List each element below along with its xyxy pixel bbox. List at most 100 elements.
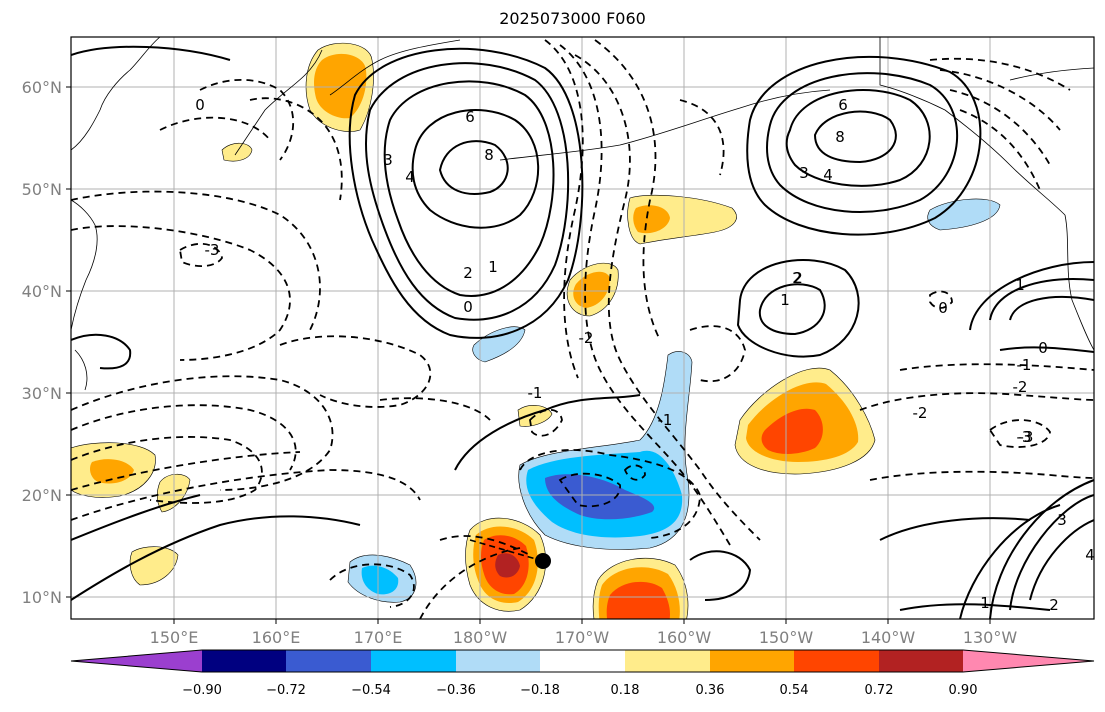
contour-line (329, 563, 415, 608)
colorbar-segment (540, 650, 625, 672)
contour-line (879, 517, 1031, 541)
contour-line (758, 283, 826, 336)
coastline-kamchatka (234, 49, 323, 156)
colorbar-tick-label: −0.36 (436, 683, 476, 698)
contour-line (71, 494, 201, 541)
colorbar-tick-label: 0.18 (611, 683, 640, 698)
contour-label: 0 (938, 299, 948, 317)
contour-line (438, 140, 509, 195)
coastline-alaska (879, 37, 1066, 216)
lon-label: 140°W (861, 628, 916, 647)
shade-negative (361, 565, 399, 595)
contour-line (766, 72, 959, 213)
colorbar-segment (371, 650, 456, 672)
contour-line (71, 404, 297, 471)
contour-line (544, 39, 584, 379)
contour-line (623, 464, 646, 481)
colorbar-segment (456, 650, 540, 672)
lat-label: 20°N (22, 486, 62, 505)
lat-label: 30°N (22, 384, 62, 403)
lon-label: 130°W (963, 628, 1018, 647)
colorbar-tick-label: −0.90 (182, 683, 222, 698)
contour-line (899, 363, 1094, 371)
lat-label: 10°N (22, 588, 62, 607)
colorbar-segment (625, 650, 710, 672)
contour-label: 1 (488, 258, 498, 276)
shade-positive (761, 408, 823, 454)
colorbar-tick-label: 0.90 (949, 683, 978, 698)
contour-line (365, 62, 570, 321)
coastline-na (1064, 214, 1094, 351)
contour-line (939, 69, 1061, 131)
axis-ticks (66, 86, 991, 624)
contour-line (899, 603, 1051, 611)
contour-line (159, 116, 271, 141)
contour-line (419, 547, 521, 619)
contour-label: -3 (1017, 428, 1032, 446)
contour-label: -3 (1019, 428, 1034, 446)
shade-positive (495, 553, 520, 578)
contour-label: 8 (484, 146, 494, 164)
coastline-asia (71, 199, 98, 331)
contour-line (383, 80, 555, 297)
lon-labels: 150°E 160°E 170°E 180°W 170°W 160°W 150°… (150, 628, 1018, 647)
contour-label: 0 (463, 298, 473, 316)
contour-line (71, 190, 321, 331)
contour-label: -1 (528, 384, 543, 402)
lat-label: 60°N (22, 78, 62, 97)
colorbar-segment (202, 650, 286, 672)
coastline-aleutians (499, 89, 831, 161)
contour-line (1009, 494, 1094, 611)
contour-line (679, 99, 725, 176)
colorbar-extend-low (71, 650, 202, 672)
contour-line (558, 472, 621, 508)
lat-label: 40°N (22, 282, 62, 301)
lon-label: 180°W (453, 628, 508, 647)
contour-line (959, 109, 1041, 191)
contour-label: 6 (465, 108, 475, 126)
contour-label: 4 (823, 166, 833, 184)
contour-label: 6 (838, 96, 848, 114)
contour-line (969, 261, 1094, 331)
contour-line (929, 290, 953, 309)
contours-positive (71, 45, 1094, 619)
coastline-asia (74, 349, 88, 391)
graticule (71, 37, 1094, 619)
contour-line (249, 97, 343, 201)
coastline-layer (71, 37, 1094, 391)
contour-label: 2 (463, 264, 473, 282)
contour-line (179, 242, 223, 267)
contour-line (71, 375, 334, 491)
contour-label: 4 (1085, 546, 1095, 564)
colorbar-tick-label: −0.54 (351, 683, 391, 698)
contour-label: 8 (835, 128, 845, 146)
contour-line (813, 110, 897, 164)
contour-line (71, 45, 231, 61)
contour-line (71, 515, 361, 601)
lon-label: 150°E (150, 628, 199, 647)
lon-label: 150°W (759, 628, 814, 647)
contour-line (411, 109, 540, 229)
contour-line (929, 57, 1071, 91)
shade-negative (927, 198, 1001, 231)
colorbar-tick-label: −0.18 (520, 683, 560, 698)
contour-line (988, 419, 1051, 448)
contour-label: 2 (793, 269, 803, 287)
storm-track (469, 539, 544, 562)
contour-label: 4 (405, 168, 415, 186)
contour-label: -1 (1017, 356, 1032, 374)
colorbar-outline (70, 649, 1095, 673)
lon-label: 170°E (354, 628, 403, 647)
lon-label: 160°E (252, 628, 301, 647)
contour-line (869, 470, 1094, 481)
contours-negative (71, 39, 1094, 619)
lon-label: 170°W (555, 628, 610, 647)
contour-line (529, 408, 563, 437)
colorbar-extend-high (963, 650, 1094, 672)
contour-line (71, 333, 132, 370)
contour-label: -2 (1013, 378, 1028, 396)
contour-label: -1 (658, 411, 673, 429)
contour-label: -3 (205, 241, 220, 259)
contour-line (746, 55, 982, 236)
